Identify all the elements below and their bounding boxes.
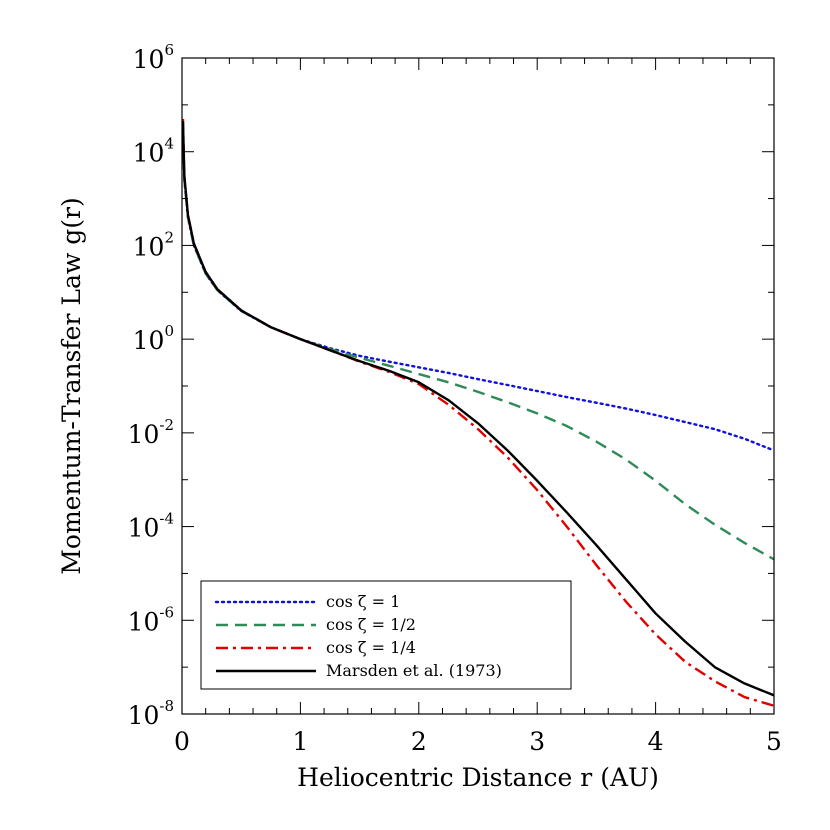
legend: cos ζ = 1 cos ζ = 1/2 cos ζ = 1/4 Marsden e… — [200, 580, 572, 690]
y-tick-exponent: 4 — [164, 135, 174, 153]
y-tick-base: 10 — [133, 326, 165, 355]
legend-label-2: cos ζ = 1/4 — [326, 638, 416, 657]
y-tick-base: 10 — [133, 45, 165, 74]
y-tick-base: 10 — [128, 701, 160, 730]
y-tick-base: 10 — [128, 420, 160, 449]
y-tick-exponent: 0 — [164, 322, 174, 340]
y-tick-base: 10 — [133, 232, 165, 261]
y-tick-label: 100 — [133, 322, 174, 355]
x-tick-label: 4 — [648, 727, 664, 756]
y-tick-label: 10-2 — [128, 416, 174, 449]
axes: 0 1 2 3 4 510-810-610-410-2100102104106Helioc… — [57, 41, 782, 792]
y-tick-exponent: 2 — [164, 228, 174, 246]
y-tick-exponent: -8 — [159, 697, 174, 715]
legend-label-3: Marsden et al. (1973) — [326, 661, 502, 680]
y-tick-base: 10 — [133, 139, 165, 168]
y-axis-label: Momentum-Transfer Law g(r) — [57, 197, 86, 574]
series-line-3 — [182, 121, 774, 697]
legend-label-0: cos ζ = 1 — [326, 592, 400, 611]
y-tick-exponent: -4 — [159, 510, 174, 528]
y-tick-exponent: -2 — [159, 416, 174, 434]
x-axis-label: Heliocentric Distance r (AU) — [297, 763, 659, 792]
series-line-0 — [182, 136, 774, 452]
y-tick-label: 10-8 — [128, 697, 174, 730]
y-tick-base: 10 — [128, 514, 160, 543]
plot-area — [182, 118, 774, 707]
x-tick-label: 3 — [529, 727, 545, 756]
y-tick-exponent: -6 — [159, 603, 174, 621]
y-tick-base: 10 — [128, 607, 160, 636]
x-tick-label: 2 — [411, 727, 427, 756]
y-tick-label: 106 — [133, 41, 174, 74]
y-tick-label: 102 — [133, 228, 174, 261]
x-tick-label: 5 — [766, 727, 782, 756]
legend-label-1: cos ζ = 1/2 — [326, 615, 416, 634]
y-tick-label: 104 — [133, 135, 174, 168]
y-tick-exponent: 6 — [164, 41, 174, 59]
x-tick-label: 0 — [174, 727, 190, 756]
y-tick-label: 10-4 — [128, 510, 174, 543]
series-group — [182, 118, 774, 707]
y-tick-label: 10-6 — [128, 603, 174, 636]
x-tick-label: 1 — [292, 727, 308, 756]
series-line-1 — [182, 137, 774, 561]
